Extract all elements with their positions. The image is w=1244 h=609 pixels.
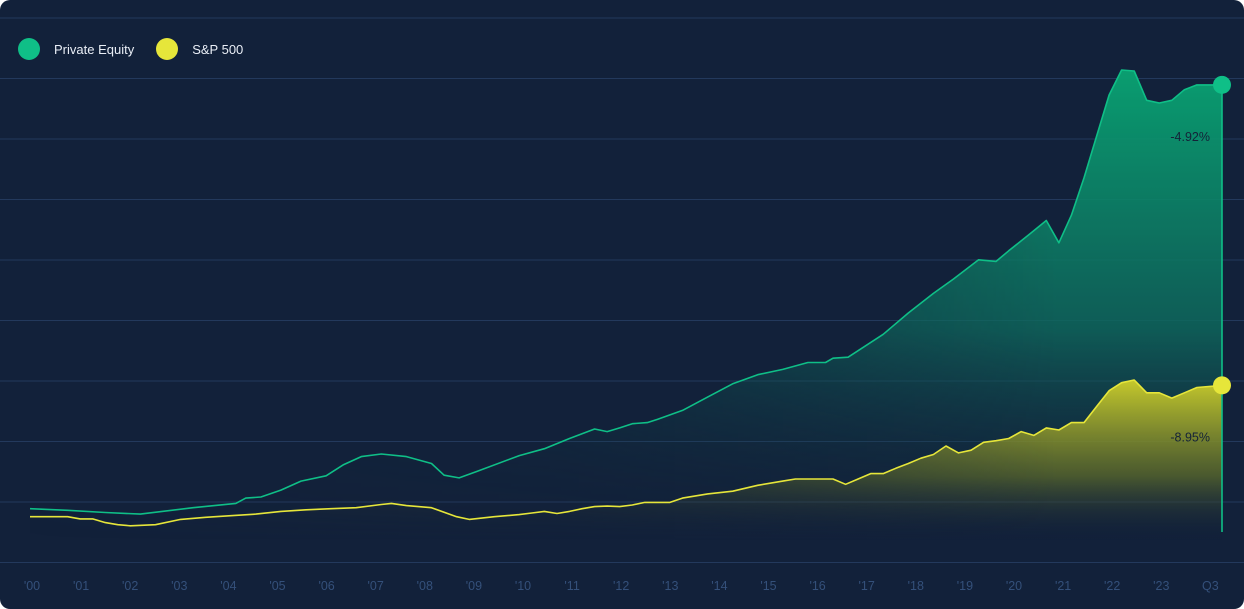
- x-tick-label: '02: [122, 579, 138, 593]
- x-tick-label: '09: [466, 579, 482, 593]
- x-tick-label: '00: [24, 579, 40, 593]
- x-tick-label: '23: [1153, 579, 1169, 593]
- x-tick-label: '20: [1006, 579, 1022, 593]
- x-tick-label: '21: [1055, 579, 1071, 593]
- x-tick-label: '17: [859, 579, 875, 593]
- x-tick-label: '04: [220, 579, 236, 593]
- x-tick-label: '06: [318, 579, 334, 593]
- legend-item-sp500[interactable]: S&P 500: [156, 38, 243, 60]
- legend: Private Equity S&P 500: [18, 38, 243, 60]
- x-tick-label: '15: [760, 579, 776, 593]
- end-marker-sp500: [1213, 376, 1231, 395]
- x-tick-label: Q3: [1202, 579, 1219, 593]
- x-tick-label: '01: [73, 579, 89, 593]
- area-sp500: [30, 380, 1222, 540]
- line-sp500: [30, 379, 1223, 527]
- x-tick-label: '19: [957, 579, 973, 593]
- end-label-private-equity: -4.92%: [1170, 130, 1210, 144]
- x-tick-label: '18: [908, 579, 924, 593]
- x-tick-label: '13: [662, 579, 678, 593]
- x-tick-label: '14: [711, 579, 727, 593]
- area-private-equity: [30, 70, 1222, 540]
- end-label-sp500: -8.95%: [1170, 430, 1210, 444]
- x-tick-label: '12: [613, 579, 629, 593]
- x-tick-label: '10: [515, 579, 531, 593]
- legend-item-private-equity[interactable]: Private Equity: [18, 38, 134, 60]
- x-tick-label: '11: [564, 579, 579, 593]
- x-tick-label: '08: [417, 579, 433, 593]
- legend-label-sp500: S&P 500: [192, 41, 244, 57]
- end-markers: -4.92% -8.95%: [1170, 75, 1231, 532]
- series-lines: [29, 69, 1223, 527]
- line-private-equity: [29, 69, 1222, 515]
- x-tick-label: '07: [368, 579, 384, 593]
- end-marker-private-equity: [1213, 75, 1231, 94]
- area-fills: [30, 70, 1222, 540]
- x-tick-label: '05: [269, 579, 285, 593]
- x-tick-label: '16: [809, 579, 825, 593]
- legend-swatch-private-equity: [18, 38, 40, 60]
- legend-swatch-sp500: [156, 38, 179, 60]
- x-tick-label: '03: [171, 579, 187, 593]
- x-axis-ticks: '00 '01 '02 '03 '04 '05 '06 '07 '08 '09 '10 '11 '12 '…: [24, 579, 1219, 593]
- x-tick-label: '22: [1104, 579, 1120, 593]
- legend-label-private-equity: Private Equity: [54, 41, 135, 57]
